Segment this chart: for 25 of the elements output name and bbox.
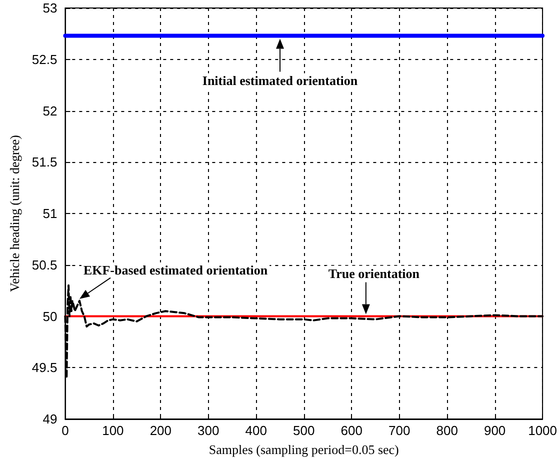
y-tick-label: 49 — [42, 412, 58, 426]
y-tick-label: 50.5 — [32, 257, 58, 272]
x-tick-label: 0 — [62, 423, 69, 438]
x-tick-label: 1000 — [528, 423, 557, 438]
x-tick-label: 200 — [150, 423, 172, 438]
x-tick-label: 300 — [198, 423, 220, 438]
x-tick-label: 100 — [102, 423, 124, 438]
x-axis-title: Samples (sampling period=0.05 sec) — [208, 442, 399, 457]
x-tick-label: 700 — [388, 423, 410, 438]
y-tick-label: 49.5 — [32, 360, 58, 376]
y-tick-label: 53 — [42, 0, 58, 16]
y-axis-title: Vehicle heading (unit: degree) — [7, 134, 22, 292]
annotation: Initial estimated orientation — [202, 73, 358, 88]
x-tick-label: 800 — [436, 423, 458, 438]
annotation: EKF-based estimated orientation — [83, 262, 268, 278]
y-tick-label: 52 — [42, 103, 58, 118]
y-tick-label: 50 — [42, 308, 58, 324]
x-tick-label: 400 — [245, 423, 267, 438]
y-tick-label: 51.5 — [32, 154, 58, 170]
x-tick-label: 900 — [484, 423, 506, 438]
x-tick-label: 600 — [340, 423, 362, 438]
y-tick-label: 52.5 — [32, 52, 58, 67]
x-tick-label: 500 — [293, 423, 315, 438]
annotation: True orientation — [328, 266, 420, 281]
y-tick-label: 51 — [42, 206, 58, 221]
